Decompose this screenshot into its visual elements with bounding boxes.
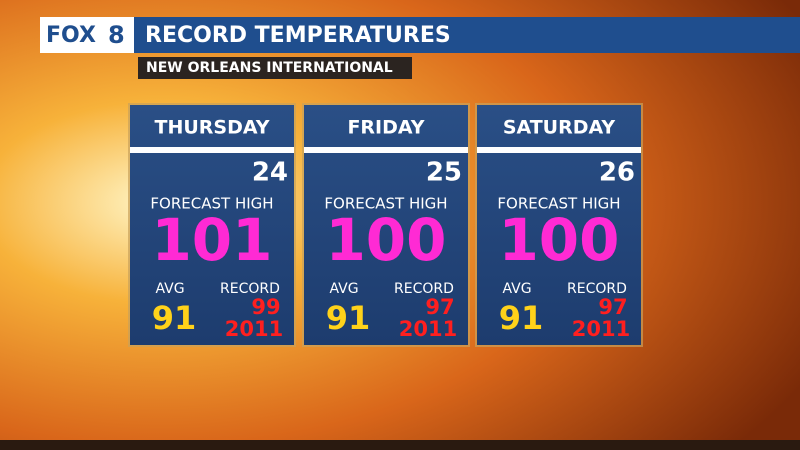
day: FRIDAY	[347, 117, 424, 139]
record-year: 2011	[572, 317, 630, 341]
divider	[304, 147, 468, 153]
subtitle-bar	[138, 57, 412, 79]
card	[304, 105, 468, 345]
forecast-high: 100	[498, 206, 619, 274]
card	[130, 105, 294, 345]
bottom-band	[0, 440, 800, 450]
date: 25	[426, 158, 462, 188]
avg-label: AVG	[502, 281, 531, 297]
title-bar	[40, 17, 800, 53]
forecast-label: FORECAST HIGH	[150, 195, 273, 213]
record-label: RECORD	[394, 281, 454, 297]
logo-brand: FOX	[46, 23, 96, 48]
record-year: 2011	[225, 317, 283, 341]
record-label: RECORD	[220, 281, 280, 297]
day: SATURDAY	[503, 117, 616, 139]
logo-box	[40, 17, 134, 53]
divider	[130, 147, 294, 153]
avg-label: AVG	[329, 281, 358, 297]
logo-number: 8	[108, 21, 125, 49]
record: 99	[251, 295, 280, 319]
record: 97	[598, 295, 627, 319]
subtitle: NEW ORLEANS INTERNATIONAL	[146, 60, 393, 76]
avg-label: AVG	[155, 281, 184, 297]
forecast-high: 101	[151, 206, 272, 274]
date: 26	[599, 158, 635, 188]
forecast-high: 100	[325, 206, 446, 274]
title: RECORD TEMPERATURES	[145, 23, 451, 48]
record-year: 2011	[399, 317, 457, 341]
record: 97	[425, 295, 454, 319]
date: 24	[252, 158, 288, 188]
avg: 91	[326, 299, 371, 337]
forecast-label: FORECAST HIGH	[324, 195, 447, 213]
avg: 91	[499, 299, 544, 337]
card	[477, 105, 641, 345]
day: THURSDAY	[154, 117, 269, 139]
record-label: RECORD	[567, 281, 627, 297]
avg: 91	[152, 299, 197, 337]
forecast-label: FORECAST HIGH	[497, 195, 620, 213]
divider	[477, 147, 641, 153]
